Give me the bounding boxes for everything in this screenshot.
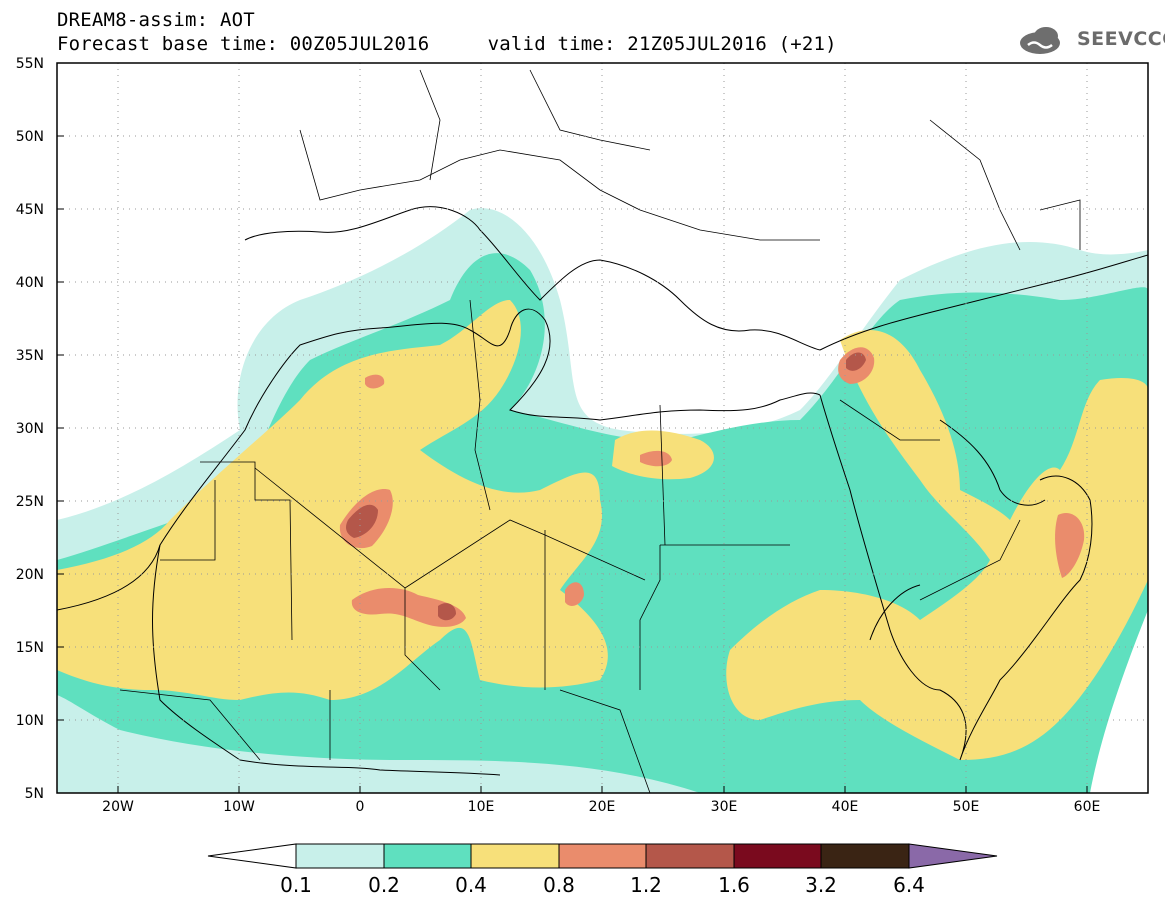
aot-band-0.8-e [1055,512,1085,578]
latitude-labels: 55N 50N 45N 40N 35N 30N 25N 20N 15N 10N … [16,56,44,802]
aot-band-0.8-b [351,588,466,627]
colorbar-label: 0.8 [543,873,575,897]
aot-band-1.2-b [438,603,456,621]
colorbar-swatch [558,843,647,869]
lon-label: 20E [589,799,616,815]
lat-label: 20N [16,567,44,583]
aot-band-0.4-east [726,330,1148,760]
colorbar-over-triangle [908,843,998,869]
aot-band-0.8-g [365,374,385,389]
colorbar-swatch [645,843,735,869]
lat-label: 40N [16,275,44,291]
colorbar-swatch [383,843,472,869]
seevccc-logo [1020,27,1060,54]
colorbar-label: 3.2 [805,873,837,897]
colorbar-label: 1.2 [630,873,662,897]
lat-label: 15N [16,640,44,656]
colorbar-swatch [470,843,560,869]
lat-label: 30N [16,421,44,437]
lon-label: 30E [711,799,738,815]
lon-label: 60E [1074,799,1101,815]
colorbar-swatch [295,843,385,869]
aot-band-1.2 [346,504,378,538]
lat-label: 50N [16,129,44,145]
colorbar-label: 0.2 [368,873,400,897]
axis-ticks [57,62,1088,794]
lat-label: 5N [25,786,44,802]
colorbar-label: 6.4 [893,873,925,897]
colorbar-swatch [820,843,910,869]
lon-label: 20W [102,799,134,815]
colorbar-label: 0.1 [280,873,312,897]
country-borders [119,69,1081,793]
lon-label: 0 [356,799,365,815]
lat-label: 45N [16,202,44,218]
colorbar-labels: 0.1 0.2 0.4 0.8 1.2 1.6 3.2 6.4 [280,873,925,897]
colorbar-swatch [733,843,822,869]
aot-band-0.4 [57,300,608,700]
aot-band-0.8-f [640,450,672,467]
coastlines [57,206,1148,776]
cloud-icon [1020,27,1060,54]
colorbar-under-triangle [207,843,297,869]
aot-fields [57,208,1148,793]
lat-label: 35N [16,348,44,364]
lon-label: 40E [832,799,859,815]
colorbar-label: 1.6 [718,873,750,897]
lon-label: 50E [953,799,980,815]
forecast-times: Forecast base time: 00Z05JUL2016 valid t… [57,33,837,55]
lat-label: 25N [16,494,44,510]
lon-label: 10E [468,799,495,815]
map-title: DREAM8-assim: AOT [57,9,255,31]
colorbar [207,843,998,869]
aot-band-1.2-c [846,352,866,371]
seevccc-logo-text: SEEVCCC [1077,28,1165,50]
lat-label: 10N [16,713,44,729]
longitude-labels: 20W 10W 0 10E 20E 30E 40E 50E 60E [102,799,1100,815]
aot-band-0.8-c [565,582,584,606]
lat-label: 55N [16,56,44,72]
lon-label: 10W [223,799,255,815]
colorbar-label: 0.4 [455,873,487,897]
